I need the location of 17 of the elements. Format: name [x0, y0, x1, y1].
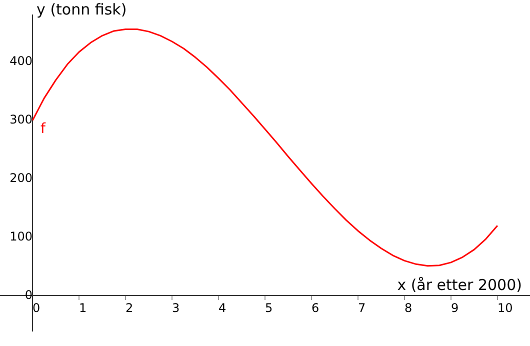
x-tick-label: 1: [79, 301, 87, 316]
y-axis-title: y (tonn fisk): [36, 0, 127, 18]
x-tick-label: 6: [311, 301, 320, 316]
x-tick-label: 10: [497, 301, 513, 316]
series-label: f: [40, 121, 47, 138]
y-tick-label: 100: [10, 229, 33, 244]
x-tick-label: 8: [404, 301, 412, 316]
x-tick-label: 3: [172, 301, 180, 316]
y-tick-label: 300: [10, 112, 33, 127]
x-axis-title: x (år etter 2000): [397, 276, 522, 294]
x-tick-label: 2: [126, 301, 134, 316]
x-tick-label: 7: [358, 301, 366, 316]
y-tick-label: 400: [10, 54, 33, 68]
x-tick-label: 4: [218, 301, 226, 316]
y-tick-label: 200: [10, 170, 33, 185]
x-tick-label: 5: [265, 301, 273, 316]
x-tick-label: 9: [450, 301, 459, 316]
